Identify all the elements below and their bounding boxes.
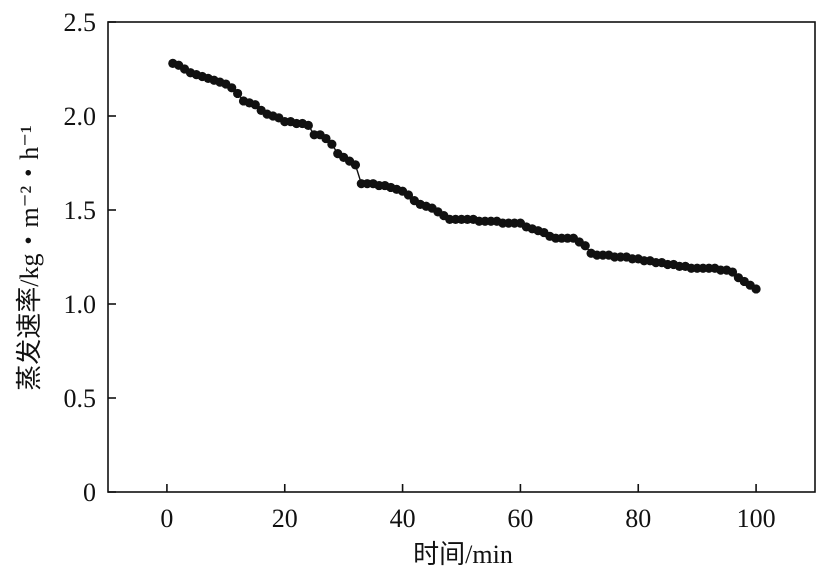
y-tick-label: 1.0 (64, 290, 97, 319)
data-point (321, 133, 331, 144)
data-point (403, 190, 414, 200)
data-point (233, 88, 243, 99)
axes: 0 20 40 60 80 100 0 0.5 1.0 1.5 2.0 2.5 (64, 8, 816, 533)
data-point (580, 241, 590, 251)
plot-frame (107, 21, 816, 493)
x-tick-label: 100 (737, 504, 776, 533)
y-tick-label: 1.5 (64, 196, 97, 225)
data-point (727, 267, 738, 277)
y-tick-label: 0.5 (64, 384, 97, 413)
data-point (350, 160, 361, 170)
x-tick-label: 80 (625, 504, 651, 533)
y-axis-title: 蒸发速率/kg・m⁻²・h⁻¹ (15, 125, 44, 391)
x-tick-label: 60 (507, 504, 533, 533)
data-point (227, 83, 237, 93)
plot-area (168, 58, 761, 294)
data-point (327, 139, 337, 149)
x-tick-label: 20 (272, 504, 298, 533)
x-axis-title: 时间/min (413, 540, 513, 569)
y-tick-label: 2.0 (64, 102, 97, 131)
y-tick-label: 2.5 (64, 8, 97, 37)
y-tick-label: 0 (83, 478, 96, 507)
data-point (303, 120, 313, 130)
series-line (172, 62, 757, 290)
x-tick-label: 0 (160, 504, 173, 533)
x-tick-label: 40 (390, 504, 416, 533)
data-point (250, 100, 260, 110)
data-point (751, 284, 761, 294)
